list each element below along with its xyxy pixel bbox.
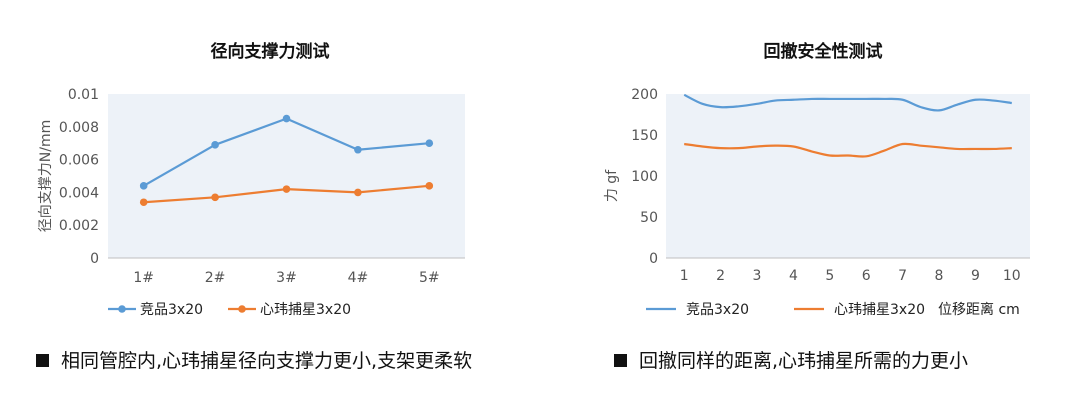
x-tick-label: 2 — [716, 268, 725, 284]
x-tick-label: 4 — [789, 268, 798, 284]
x-tick-label: 1# — [133, 270, 154, 286]
x-tick-label: 10 — [1003, 268, 1021, 284]
retraction-safety-chart: 回撤安全性测试 200 150 100 50 0 1 2 3 4 5 6 7 8 9 10 力 gf 竞品3x20… — [604, 41, 1030, 318]
x-tick-label: 8 — [935, 268, 944, 284]
x-tick-label: 4# — [348, 270, 369, 286]
data-point-marker — [139, 182, 148, 190]
right-caption: 回撤同样的距离,心玮捕星所需的力更小 — [614, 346, 968, 373]
y-axis-label: 力 gf — [604, 169, 620, 202]
legend-label-1: 竞品3x20 — [686, 301, 749, 318]
x-tick-label: 5 — [825, 268, 834, 284]
x-tick-label: 1 — [680, 268, 689, 284]
series-line-2 — [684, 142, 1012, 158]
x-tick-label: 7 — [898, 268, 907, 284]
left-caption-text: 相同管腔内,心玮捕星径向支撑力更小,支架更柔软 — [61, 350, 473, 372]
legend-marker-2 — [238, 305, 246, 313]
series-line-1 — [683, 93, 1012, 112]
data-point-marker — [282, 114, 291, 123]
x-axis-label: 位移距离 cm — [938, 301, 1020, 318]
data-point-marker — [139, 198, 148, 207]
y-tick-label: 0.002 — [59, 218, 99, 234]
bullet-square-icon — [614, 354, 627, 367]
radial-force-chart: 径向支撑力测试 0.01 0.008 0.006 0.004 0.002 0 1# 2# 3# 4#… — [38, 41, 465, 318]
y-tick-label: 0.008 — [59, 120, 99, 136]
y-tick-label: 100 — [631, 169, 658, 185]
x-tick-label: 5# — [419, 270, 440, 286]
right-chart-panel: 回撤安全性测试 200 150 100 50 0 1 2 3 4 5 6 7 8 9 10 力 gf 竞品3x20… — [540, 0, 1080, 402]
y-tick-label: 0 — [90, 251, 99, 267]
x-tick-label: 9 — [971, 268, 980, 284]
y-axis-label: 径向支撑力N/mm — [38, 120, 54, 232]
legend-label-1: 竞品3x20 — [140, 301, 203, 318]
x-tick-label: 3 — [753, 268, 762, 284]
data-point-marker — [354, 188, 362, 197]
left-caption: 相同管腔内,心玮捕星径向支撑力更小,支架更柔软 — [36, 346, 472, 373]
y-tick-label: 0 — [649, 251, 658, 267]
y-tick-label: 150 — [631, 128, 658, 144]
right-caption-text: 回撤同样的距离,心玮捕星所需的力更小 — [639, 350, 969, 372]
legend-label-2: 心玮捕星3x20 — [260, 302, 351, 318]
x-tick-label: 6 — [862, 268, 871, 284]
chart-title: 径向支撑力测试 — [211, 41, 330, 62]
y-tick-label: 0.006 — [59, 153, 99, 169]
legend-label-2: 心玮捕星3x20 — [834, 302, 925, 318]
x-tick-label: 2# — [205, 270, 226, 286]
left-chart-panel: 径向支撑力测试 0.01 0.008 0.006 0.004 0.002 0 1# 2# 3# 4#… — [36, 41, 472, 373]
y-tick-label: 0.004 — [59, 185, 99, 201]
data-point-marker — [211, 193, 219, 202]
data-point-marker — [282, 185, 291, 193]
x-tick-label: 3# — [276, 270, 297, 286]
data-point-marker — [354, 145, 362, 154]
y-tick-label: 0.01 — [68, 87, 99, 103]
data-point-marker — [425, 182, 434, 190]
y-tick-label: 50 — [640, 210, 658, 226]
bullet-square-icon — [36, 354, 49, 367]
data-point-marker — [425, 139, 434, 147]
data-point-marker — [211, 141, 219, 149]
y-tick-label: 200 — [631, 87, 658, 103]
chart-title: 回撤安全性测试 — [764, 41, 883, 62]
legend-marker-1 — [118, 305, 126, 313]
plot-area — [666, 94, 1030, 258]
